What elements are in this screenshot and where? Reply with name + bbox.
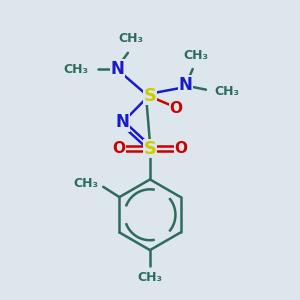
Text: O: O [174,141,188,156]
Text: CH₃: CH₃ [183,49,208,62]
Text: S: S [143,86,157,104]
Text: CH₃: CH₃ [118,32,143,46]
Text: CH₃: CH₃ [63,62,88,76]
Text: CH₃: CH₃ [137,271,163,284]
Text: CH₃: CH₃ [215,85,240,98]
Text: N: N [178,76,192,94]
Text: CH₃: CH₃ [74,177,99,190]
Text: N: N [115,113,129,131]
Text: O: O [112,141,126,156]
Text: N: N [111,60,124,78]
Text: O: O [169,101,182,116]
Text: S: S [143,140,157,158]
